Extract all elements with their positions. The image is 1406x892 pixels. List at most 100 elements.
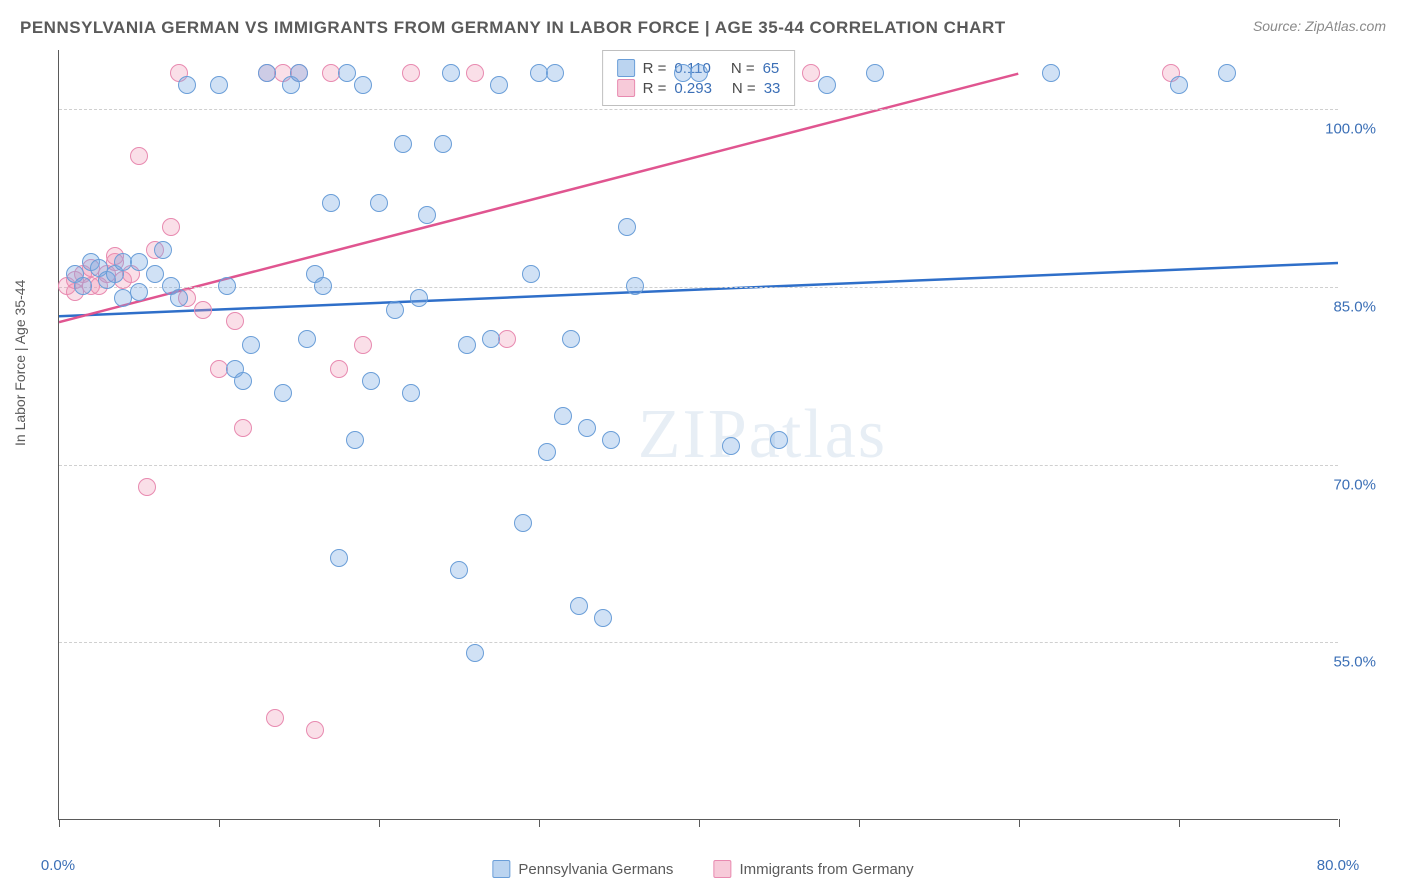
data-point [274,384,292,402]
data-point [234,419,252,437]
x-tick [1019,819,1020,827]
source-label: Source: ZipAtlas.com [1253,18,1386,34]
x-tick [219,819,220,827]
data-point [490,76,508,94]
data-point [218,277,236,295]
data-point [170,289,188,307]
swatch-blue-icon [492,860,510,878]
data-point [354,336,372,354]
data-point [770,431,788,449]
data-point [354,76,372,94]
data-point [594,609,612,627]
x-tick-label: 0.0% [41,857,75,874]
data-point [298,330,316,348]
legend-item-pink: Immigrants from Germany [713,860,913,878]
data-point [146,265,164,283]
data-point [338,64,356,82]
x-tick [699,819,700,827]
data-point [258,64,276,82]
data-point [690,64,708,82]
data-point [290,64,308,82]
data-point [130,147,148,165]
legend-label: Pennsylvania Germans [518,861,673,878]
data-point [450,561,468,579]
chart-title: PENNSYLVANIA GERMAN VS IMMIGRANTS FROM G… [20,18,1006,38]
y-tick-label: 55.0% [1333,654,1376,671]
x-tick [59,819,60,827]
data-point [410,289,428,307]
data-point [866,64,884,82]
data-point [306,721,324,739]
plot-area: ZIPatlas R = 0.110 N = 65 R = 0.293 N = … [58,50,1338,820]
data-point [178,76,196,94]
data-point [322,194,340,212]
data-point [314,277,332,295]
data-point [210,76,228,94]
data-point [386,301,404,319]
trend-lines [59,50,1338,819]
data-point [194,301,212,319]
data-point [418,206,436,224]
data-point [402,384,420,402]
data-point [130,283,148,301]
data-point [162,218,180,236]
data-point [802,64,820,82]
data-point [154,241,172,259]
data-point [554,407,572,425]
r-value-pink: 0.293 [674,80,712,97]
gridline [59,287,1338,288]
n-label: N = [732,80,756,97]
data-point [466,64,484,82]
data-point [482,330,500,348]
gridline [59,465,1338,466]
data-point [818,76,836,94]
data-point [130,253,148,271]
data-point [458,336,476,354]
data-point [442,64,460,82]
data-point [242,336,260,354]
swatch-blue-icon [617,59,635,77]
data-point [1218,64,1236,82]
x-tick [539,819,540,827]
data-point [1170,76,1188,94]
data-point [370,194,388,212]
data-point [498,330,516,348]
data-point [266,709,284,727]
trend-line [59,74,1018,322]
data-point [346,431,364,449]
data-point [578,419,596,437]
legend-item-blue: Pennsylvania Germans [492,860,673,878]
data-point [546,64,564,82]
swatch-pink-icon [713,860,731,878]
legend-label: Immigrants from Germany [739,861,913,878]
trend-line [59,263,1338,316]
data-point [330,549,348,567]
y-axis-label: In Labor Force | Age 35-44 [12,280,28,446]
data-point [402,64,420,82]
data-point [514,514,532,532]
x-tick [1179,819,1180,827]
data-point [330,360,348,378]
data-point [466,644,484,662]
data-point [434,135,452,153]
n-value-pink: 33 [764,80,781,97]
y-tick-label: 70.0% [1333,476,1376,493]
y-tick-label: 100.0% [1325,121,1376,138]
n-label: N = [731,60,755,77]
x-tick [1339,819,1340,827]
data-point [538,443,556,461]
n-value-blue: 65 [763,60,780,77]
x-tick [379,819,380,827]
data-point [138,478,156,496]
r-label: R = [643,80,667,97]
data-point [1042,64,1060,82]
gridline [59,642,1338,643]
data-point [522,265,540,283]
data-point [570,597,588,615]
data-point [394,135,412,153]
data-point [234,372,252,390]
x-tick [859,819,860,827]
swatch-pink-icon [617,79,635,97]
y-tick-label: 85.0% [1333,298,1376,315]
data-point [602,431,620,449]
